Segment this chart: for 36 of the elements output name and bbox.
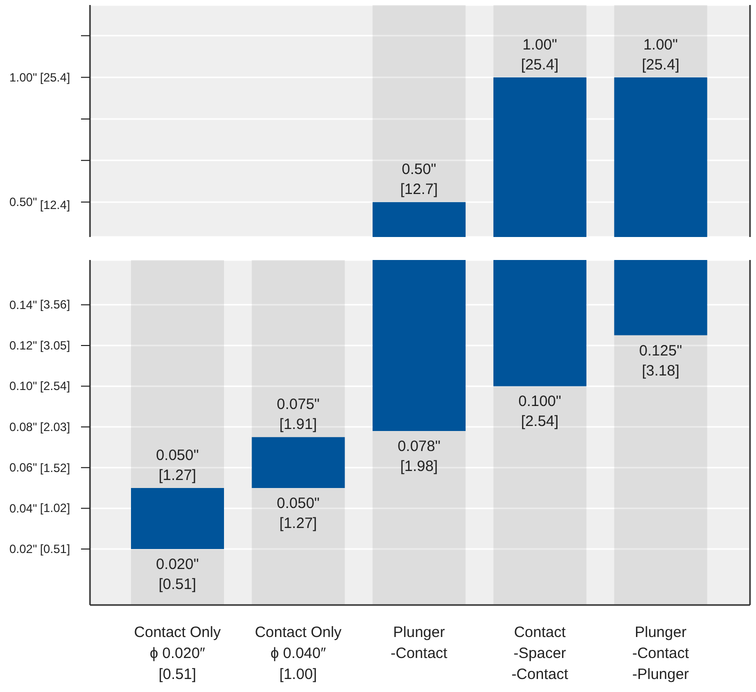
y-tick-label: 0.04" [9, 501, 37, 516]
y2-tick-label: [3.56] [40, 297, 70, 312]
y-tick-label: 0.12" [9, 338, 37, 352]
annotation: 0.075" [1.91] [276, 396, 320, 434]
bar [131, 488, 224, 550]
annotation: 1.00" [25.4] [521, 36, 559, 74]
y-tick-label: 0.08" [9, 420, 37, 434]
bar [614, 260, 708, 336]
y-tick-label: 0.10" [9, 379, 37, 394]
y2-tick-label: [25.4] [40, 70, 70, 84]
annotation: 0.050" [1.27] [276, 494, 320, 532]
annotation: 0.050" [1.27] [156, 446, 199, 484]
x-tick-label: Contact Only ϕ 0.040″ [1.00] [254, 624, 342, 683]
y2-tick-label: [1.52] [40, 460, 70, 475]
y2-tick-label: [3.05] [40, 338, 70, 352]
y2-tick-label: [12.4] [40, 198, 70, 212]
annotation: 1.00" [25.4] [642, 36, 680, 74]
y2-tick-label: [0.51] [40, 542, 70, 556]
x-tick-label: Plunger -Contact [390, 624, 448, 662]
y2-tick-label: [2.03] [40, 420, 70, 434]
y2-tick-label: [1.02] [40, 501, 70, 515]
annotation: 0.50" [12.7] [400, 161, 438, 198]
y-tick-label: 1.00" [9, 70, 37, 84]
y2-tick-label: [2.54] [40, 379, 70, 394]
annotation: 0.125" [3.18] [639, 342, 682, 380]
x-tick-label: Contact Only ϕ 0.020″ [0.51] [134, 624, 222, 683]
y-tick-label: 0.02" [9, 542, 37, 556]
y-tick-label: 0.50" [9, 195, 37, 210]
annotation: 0.100" [2.54] [518, 393, 562, 430]
bar [252, 437, 345, 488]
y-tick-label: 0.14" [9, 298, 37, 312]
annotation: 0.078" [1.98] [398, 438, 440, 475]
y-tick-label: 0.06" [9, 460, 37, 475]
x-tick-label: Contact -Spacer -Contact [511, 624, 569, 683]
annotation: 0.020" [0.51] [156, 556, 199, 594]
x-tick-label: Plunger -Contact -Plunger [632, 624, 690, 683]
